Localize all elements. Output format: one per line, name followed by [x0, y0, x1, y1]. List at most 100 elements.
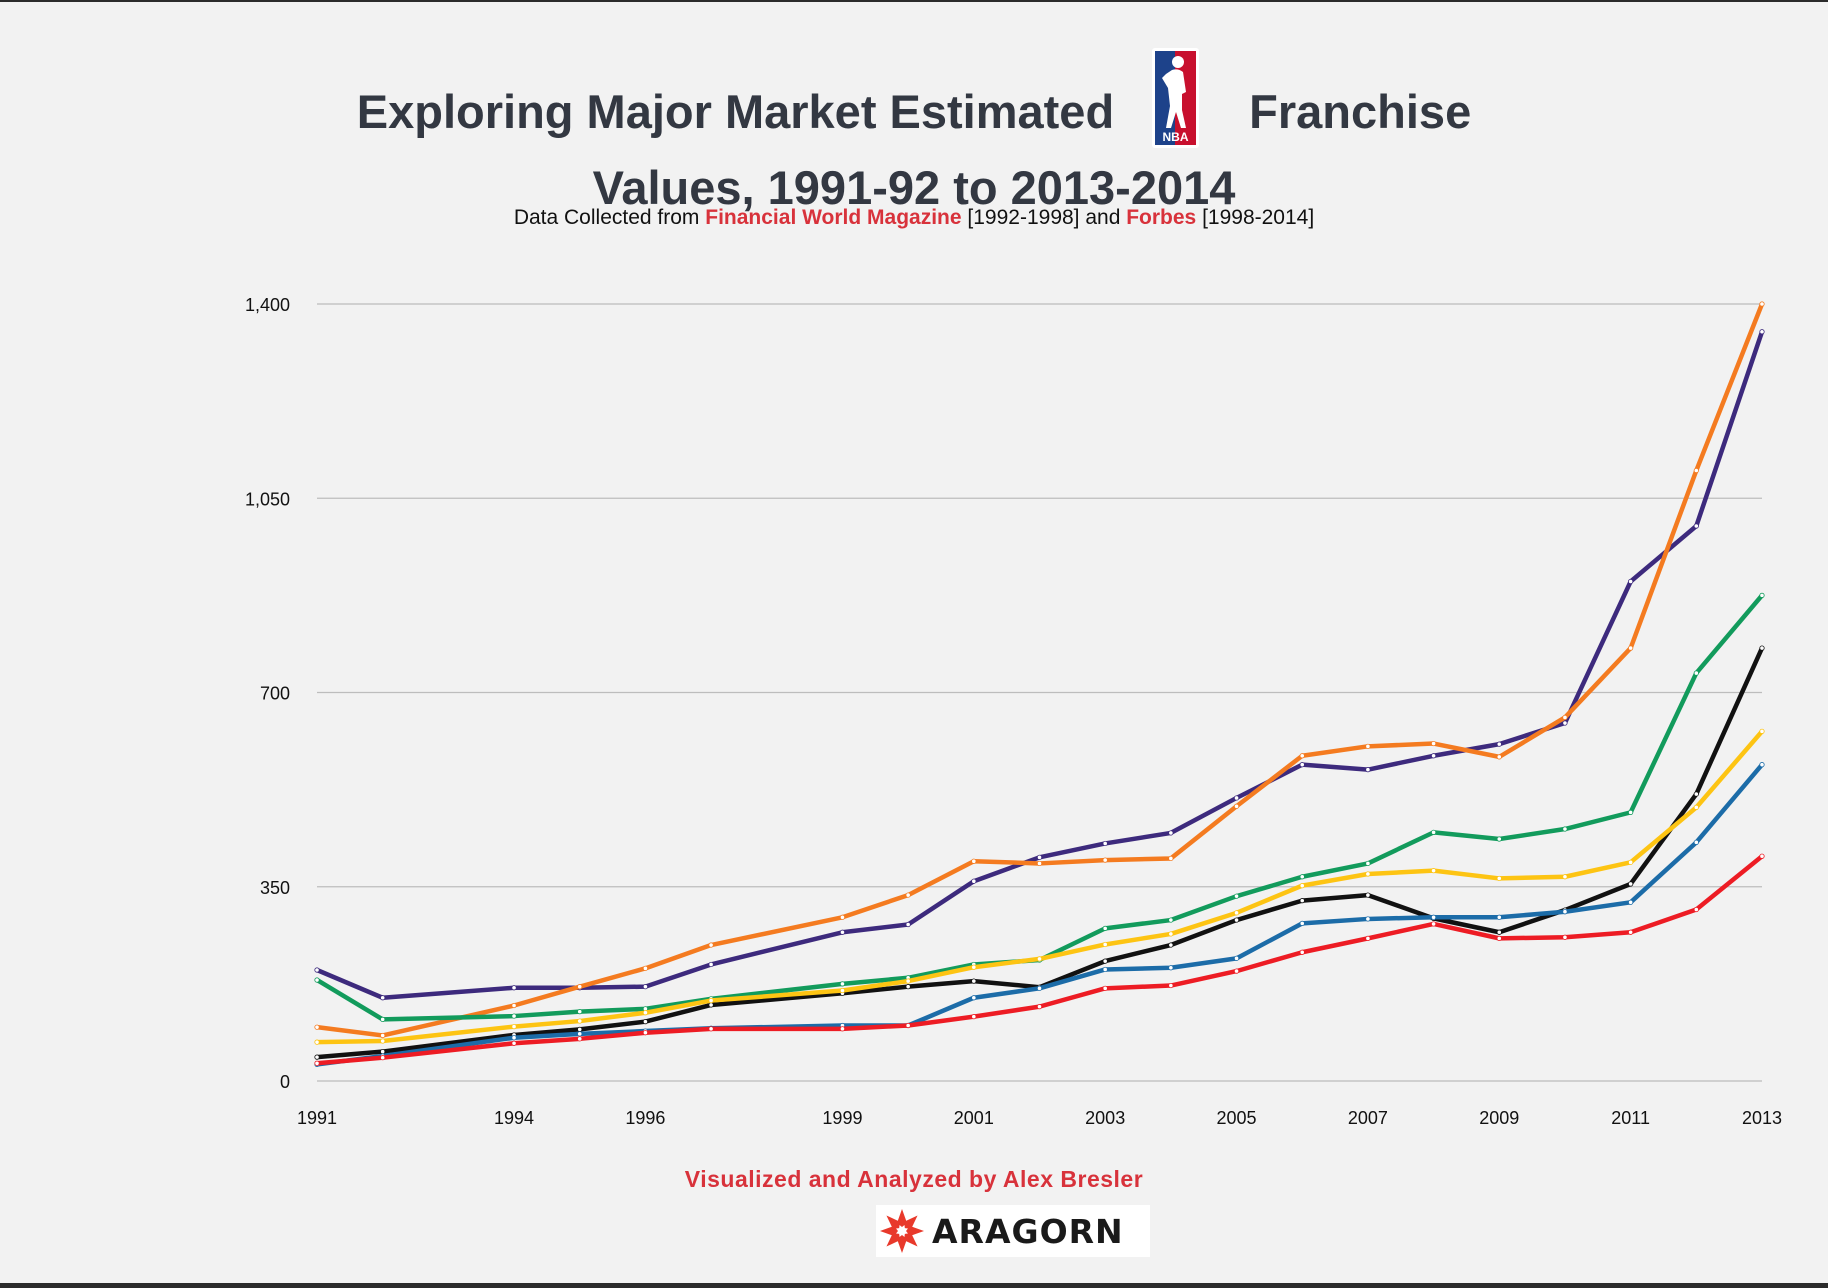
series-line	[314, 645, 1765, 1060]
data-point	[1693, 523, 1699, 529]
data-point	[1036, 956, 1043, 962]
data-point	[708, 961, 714, 968]
data-point	[1562, 934, 1568, 940]
subtitle-prefix: Data Collected from	[513, 206, 706, 229]
y-tick-label: 1,050	[245, 489, 290, 509]
data-point	[577, 984, 583, 990]
series-4	[314, 728, 1765, 1045]
data-point	[839, 914, 846, 920]
data-point	[905, 1022, 911, 1029]
subtitle-source-financial-world: Financial World Magazine	[705, 206, 962, 229]
data-point	[1365, 892, 1371, 898]
data-point	[1496, 875, 1502, 882]
data-point	[1168, 965, 1174, 971]
data-point	[1102, 966, 1108, 973]
data-point	[1299, 920, 1305, 926]
data-point	[905, 978, 911, 984]
data-point	[1036, 854, 1043, 860]
data-point	[905, 921, 911, 928]
data-point	[971, 978, 977, 984]
title-part2: Franchise	[1249, 85, 1472, 138]
x-tick-label: 2011	[1611, 1108, 1650, 1128]
data-point	[314, 1054, 320, 1060]
data-point	[708, 942, 714, 948]
data-point	[971, 1014, 977, 1020]
data-point	[905, 892, 911, 898]
nba-logo: NBA	[1152, 48, 1200, 148]
data-point	[1299, 753, 1305, 759]
data-point	[380, 1038, 386, 1044]
data-point	[1168, 917, 1174, 923]
data-point	[1365, 871, 1371, 877]
data-point	[314, 1024, 320, 1030]
data-point	[1168, 942, 1174, 948]
data-point	[642, 1010, 649, 1016]
data-point	[1430, 829, 1437, 835]
data-point	[1036, 985, 1043, 991]
y-tick-label: 350	[260, 878, 290, 898]
data-point	[1233, 795, 1240, 801]
data-point	[577, 1031, 583, 1037]
data-point	[1233, 910, 1240, 916]
data-point	[1759, 762, 1765, 768]
data-point	[642, 984, 649, 990]
data-point	[511, 1013, 517, 1019]
data-point	[1496, 754, 1502, 760]
data-point	[577, 1026, 583, 1032]
data-point	[511, 1024, 517, 1030]
data-point	[1430, 753, 1437, 759]
data-point	[708, 1002, 714, 1008]
data-point	[1233, 968, 1240, 974]
data-point	[1365, 767, 1371, 773]
y-tick-label: 700	[260, 684, 290, 704]
data-point	[1628, 899, 1634, 905]
data-point	[1233, 803, 1240, 809]
data-point	[1036, 1004, 1043, 1010]
data-point	[1365, 743, 1371, 749]
y-tick-label: 0	[280, 1072, 290, 1092]
data-point	[1233, 955, 1240, 961]
data-point	[380, 1048, 386, 1055]
aragorn-wordmark: ARAGORN	[932, 1211, 1124, 1251]
data-point	[839, 929, 846, 935]
x-tick-label: 1994	[494, 1108, 534, 1128]
data-point	[1168, 982, 1174, 989]
subtitle-range1: [1992-1998] and	[961, 206, 1127, 229]
data-point	[511, 985, 517, 991]
data-point	[1233, 893, 1240, 899]
data-point	[971, 995, 977, 1001]
data-point	[380, 1016, 386, 1022]
data-point	[1628, 929, 1634, 935]
data-point	[1562, 714, 1568, 721]
data-point	[1430, 868, 1437, 874]
x-tick-label: 2013	[1742, 1108, 1782, 1128]
series-0	[314, 329, 1765, 1001]
data-point	[1102, 941, 1108, 948]
data-point	[1102, 925, 1108, 931]
series-3	[314, 645, 1765, 1060]
subtitle-range2: [1998-2014]	[1196, 206, 1315, 229]
data-point	[1102, 985, 1108, 991]
data-point	[1102, 840, 1108, 847]
data-point	[1365, 860, 1371, 867]
x-tick-label: 2003	[1085, 1108, 1125, 1128]
data-point	[1430, 914, 1437, 920]
series-line	[314, 762, 1765, 1067]
data-point	[314, 977, 320, 983]
data-point	[1168, 830, 1174, 836]
data-point	[1562, 874, 1568, 880]
x-tick-label: 1991	[297, 1108, 337, 1128]
data-point	[1036, 860, 1043, 867]
data-point	[1299, 874, 1305, 880]
subtitle-source-forbes: Forbes	[1126, 206, 1197, 229]
data-point	[1496, 741, 1502, 747]
x-tick-label: 1999	[822, 1108, 862, 1128]
data-point	[1759, 329, 1765, 335]
data-point	[1233, 917, 1240, 923]
y-tick-label: 1,400	[245, 295, 290, 315]
x-tick-label: 2009	[1479, 1108, 1519, 1128]
data-point	[1496, 935, 1502, 941]
data-point	[314, 1060, 320, 1066]
x-tick-label: 2001	[954, 1108, 994, 1128]
